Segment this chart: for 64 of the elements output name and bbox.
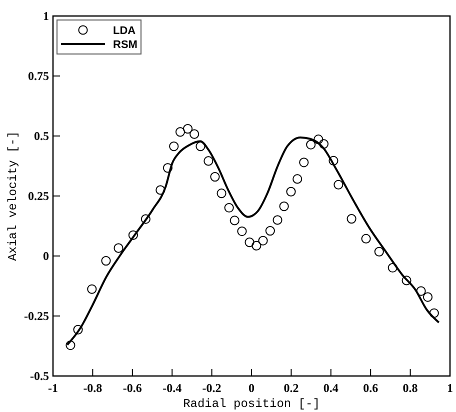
point — [224, 202, 234, 213]
y-tick-label: 1 — [43, 9, 49, 23]
point — [429, 308, 439, 318]
point — [346, 214, 356, 224]
point — [216, 188, 226, 198]
point — [299, 158, 309, 168]
point — [210, 172, 220, 182]
point — [73, 324, 83, 334]
point — [140, 214, 150, 224]
x-tick-label: 0.2 — [284, 381, 299, 395]
x-tick-label: -0.4 — [162, 381, 182, 395]
legend-label: LDA — [113, 25, 136, 37]
legend-label: RSM — [113, 39, 138, 51]
point — [314, 134, 324, 144]
point — [265, 226, 275, 236]
point — [279, 202, 289, 212]
y-tick-label: 0.5 — [34, 129, 49, 143]
y-tick-label: 0 — [43, 249, 49, 263]
x-tick-label: 0.8 — [402, 381, 418, 395]
point — [361, 234, 371, 244]
x-tick-label: 0.4 — [323, 381, 338, 395]
x-tick-label: 1 — [447, 381, 453, 395]
point — [175, 127, 186, 137]
y-tick-label: 0.75 — [28, 69, 49, 83]
point — [328, 156, 338, 166]
point — [162, 163, 173, 173]
point — [334, 180, 344, 190]
point — [128, 230, 138, 240]
point — [196, 142, 206, 152]
point — [230, 216, 240, 226]
point — [244, 238, 254, 248]
y-axis-title: Axial velocity [-] — [6, 131, 20, 261]
x-axis-title: Radial position [-] — [183, 397, 320, 411]
point — [292, 174, 302, 184]
point — [182, 124, 193, 134]
x-tick-label: 0 — [248, 381, 254, 395]
point — [272, 215, 282, 225]
x-tick-label: -0.2 — [202, 381, 222, 395]
point — [318, 139, 329, 149]
point — [252, 240, 262, 250]
point — [388, 262, 398, 273]
point — [101, 256, 111, 266]
point — [402, 276, 412, 286]
point — [66, 340, 76, 350]
point — [258, 236, 268, 246]
point — [422, 292, 433, 302]
x-tick-label: -0.6 — [122, 381, 142, 395]
point — [204, 156, 214, 166]
x-tick-label: 0.6 — [363, 381, 378, 395]
point — [374, 246, 384, 256]
point — [416, 286, 426, 296]
point — [237, 226, 247, 236]
point — [190, 129, 200, 139]
point — [156, 185, 166, 195]
point — [306, 140, 316, 150]
x-tick-label: -0.8 — [83, 381, 102, 395]
point — [87, 284, 97, 294]
y-tick-label: 0.25 — [28, 189, 49, 203]
point — [114, 243, 124, 253]
y-tick-label: -0.5 — [30, 369, 49, 383]
x-tick-label: -1 — [48, 381, 58, 395]
point — [169, 142, 179, 152]
y-tick-label: -0.25 — [24, 309, 49, 323]
point — [286, 186, 296, 196]
